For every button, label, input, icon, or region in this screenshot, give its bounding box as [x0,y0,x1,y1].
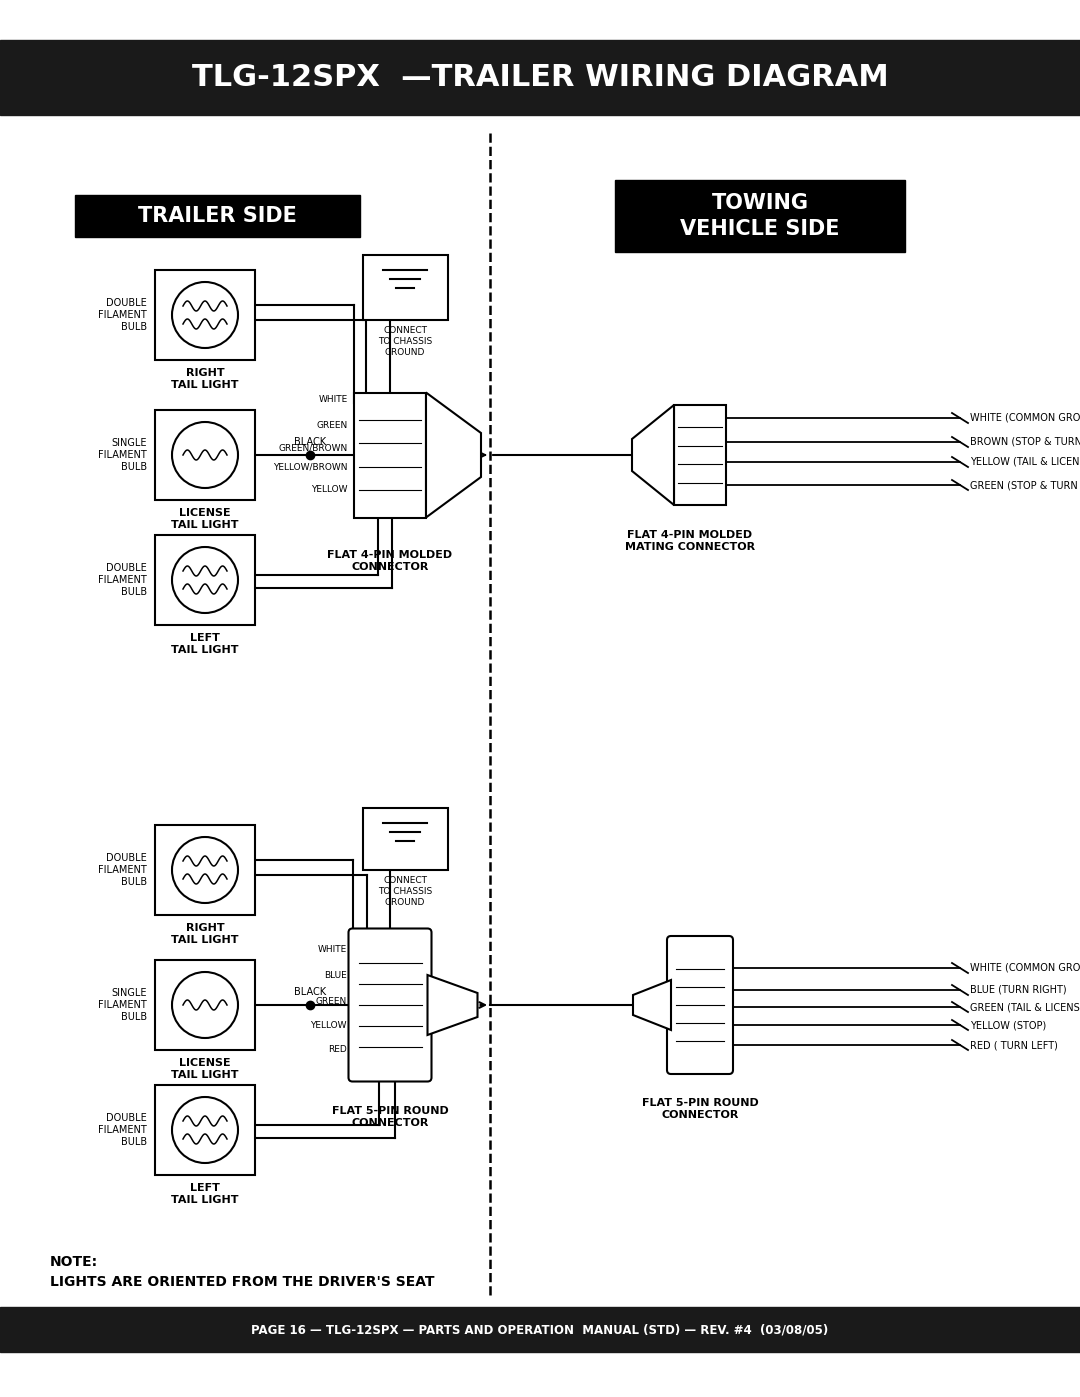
Bar [363,807,447,870]
Text: PAGE 16 — TLG-12SPX — PARTS AND OPERATION  MANUAL (STD) — REV. #4  (03/08/05): PAGE 16 — TLG-12SPX — PARTS AND OPERATIO… [252,1323,828,1337]
Bar [156,1085,255,1175]
Text: LICENSE
TAIL LIGHT: LICENSE TAIL LIGHT [172,509,239,531]
Bar [75,196,360,237]
Text: FLAT 4-PIN MOLDED
MATING CONNECTOR: FLAT 4-PIN MOLDED MATING CONNECTOR [625,529,755,552]
Text: RED: RED [327,1045,347,1055]
Bar [0,1308,1080,1352]
FancyBboxPatch shape [667,936,733,1074]
Text: LEFT
TAIL LIGHT: LEFT TAIL LIGHT [172,633,239,655]
Text: BLUE (TURN RIGHT): BLUE (TURN RIGHT) [970,985,1067,995]
Bar [156,826,255,915]
Text: GREEN: GREEN [315,997,347,1006]
Circle shape [172,1097,238,1162]
Text: TRAILER SIDE: TRAILER SIDE [138,205,297,226]
Text: GREEN/BROWN: GREEN/BROWN [279,443,348,453]
Text: CONNECT
TO CHASSIS
GROUND: CONNECT TO CHASSIS GROUND [378,326,432,358]
Circle shape [172,422,238,488]
Bar [0,41,1080,115]
Circle shape [172,548,238,613]
Text: RIGHT
TAIL LIGHT: RIGHT TAIL LIGHT [172,367,239,390]
Polygon shape [428,975,477,1035]
Text: DOUBLE
FILAMENT
BULB: DOUBLE FILAMENT BULB [98,852,147,887]
Text: TLG-12SPX  —TRAILER WIRING DIAGRAM: TLG-12SPX —TRAILER WIRING DIAGRAM [191,63,889,91]
Text: BLACK: BLACK [294,437,326,447]
Text: NOTE:
LIGHTS ARE ORIENTED FROM THE DRIVER'S SEAT: NOTE: LIGHTS ARE ORIENTED FROM THE DRIVE… [50,1255,434,1288]
Text: GREEN (TAIL & LICENSE): GREEN (TAIL & LICENSE) [970,1002,1080,1011]
Text: TOWING
VEHICLE SIDE: TOWING VEHICLE SIDE [680,193,840,239]
Circle shape [172,282,238,348]
Text: DOUBLE
FILAMENT
BULB: DOUBLE FILAMENT BULB [98,298,147,332]
Text: CONNECT
TO CHASSIS
GROUND: CONNECT TO CHASSIS GROUND [378,876,432,907]
Bar [156,270,255,360]
Text: YELLOW (STOP): YELLOW (STOP) [970,1020,1047,1030]
Bar [674,405,726,504]
Text: SINGLE
FILAMENT
BULB: SINGLE FILAMENT BULB [98,988,147,1023]
Text: RED ( TURN LEFT): RED ( TURN LEFT) [970,1039,1058,1051]
Circle shape [172,837,238,902]
Polygon shape [426,393,481,517]
Text: WHITE: WHITE [319,395,348,405]
Bar [354,393,426,517]
Text: LICENSE
TAIL LIGHT: LICENSE TAIL LIGHT [172,1058,239,1080]
Circle shape [172,972,238,1038]
Bar [156,960,255,1051]
Text: DOUBLE
FILAMENT
BULB: DOUBLE FILAMENT BULB [98,1112,147,1147]
Bar [363,256,447,320]
Text: YELLOW: YELLOW [310,1020,347,1030]
Text: GREEN (STOP & TURN LEFT): GREEN (STOP & TURN LEFT) [970,481,1080,490]
Text: FLAT 4-PIN MOLDED
CONNECTOR: FLAT 4-PIN MOLDED CONNECTOR [327,550,453,573]
FancyBboxPatch shape [349,929,432,1081]
Text: BLACK: BLACK [294,988,326,997]
Text: YELLOW: YELLOW [311,486,348,495]
Text: WHITE (COMMON GROUND): WHITE (COMMON GROUND) [970,414,1080,423]
Text: RIGHT
TAIL LIGHT: RIGHT TAIL LIGHT [172,923,239,946]
Text: YELLOW (TAIL & LICENSE): YELLOW (TAIL & LICENSE) [970,457,1080,467]
Polygon shape [633,981,671,1030]
Text: BLUE: BLUE [324,971,347,979]
Text: GREEN: GREEN [316,420,348,429]
Bar [156,535,255,624]
Text: FLAT 5-PIN ROUND
CONNECTOR: FLAT 5-PIN ROUND CONNECTOR [642,1098,758,1120]
Text: SINGLE
FILAMENT
BULB: SINGLE FILAMENT BULB [98,437,147,472]
Text: WHITE: WHITE [318,946,347,954]
Text: LEFT
TAIL LIGHT: LEFT TAIL LIGHT [172,1183,239,1206]
Text: DOUBLE
FILAMENT
BULB: DOUBLE FILAMENT BULB [98,563,147,598]
Polygon shape [632,405,674,504]
Text: BROWN (STOP & TURN RIGHT): BROWN (STOP & TURN RIGHT) [970,437,1080,447]
Text: FLAT 5-PIN ROUND
CONNECTOR: FLAT 5-PIN ROUND CONNECTOR [332,1105,448,1127]
Bar [156,409,255,500]
Bar [615,180,905,251]
Text: WHITE (COMMON GROUND): WHITE (COMMON GROUND) [970,963,1080,972]
Text: YELLOW/BROWN: YELLOW/BROWN [273,462,348,472]
